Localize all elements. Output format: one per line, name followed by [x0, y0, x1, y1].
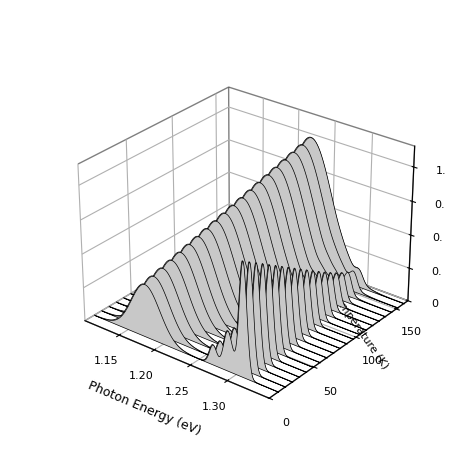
Text: Temperature (K): Temperature (K)	[330, 291, 390, 371]
X-axis label: Photon Energy (eV): Photon Energy (eV)	[86, 379, 202, 438]
